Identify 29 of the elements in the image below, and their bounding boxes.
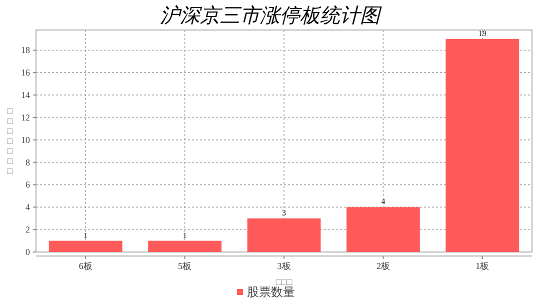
bar — [346, 207, 420, 252]
data-label: 1 — [84, 230, 88, 240]
y-tick-label: 18 — [21, 45, 30, 56]
bar — [148, 240, 222, 252]
data-label: 19 — [478, 28, 486, 38]
bar — [48, 240, 122, 252]
x-axis-title: □□□ — [276, 277, 293, 287]
bar — [247, 218, 321, 252]
x-tick-label: 3板 — [277, 261, 291, 271]
y-tick-label: 2 — [26, 224, 30, 235]
y-tick-label: 10 — [21, 134, 30, 145]
y-tick-label: 14 — [21, 90, 30, 100]
x-tick-label: 2板 — [376, 261, 390, 271]
data-label: 1 — [182, 230, 187, 240]
x-tick-label: 1板 — [476, 261, 490, 271]
y-tick-label: 12 — [21, 112, 30, 122]
y-axis-title: □□□□□□□ — [5, 106, 15, 176]
data-label: 4 — [381, 197, 386, 206]
chart-title: 沪深京三市涨停板统计图 — [160, 4, 382, 27]
y-tick-label: 4 — [26, 202, 30, 212]
legend-label: 股票数量 — [247, 285, 295, 299]
x-tick-label: 6板 — [78, 261, 92, 271]
y-tick-label: 16 — [21, 68, 30, 78]
y-tick-label: 0 — [26, 247, 30, 257]
y-tick-label: 6 — [26, 180, 30, 190]
data-label: 3 — [282, 208, 286, 218]
x-tick-label: 5板 — [178, 261, 192, 271]
y-tick-label: 8 — [26, 157, 30, 168]
bar — [446, 38, 520, 252]
